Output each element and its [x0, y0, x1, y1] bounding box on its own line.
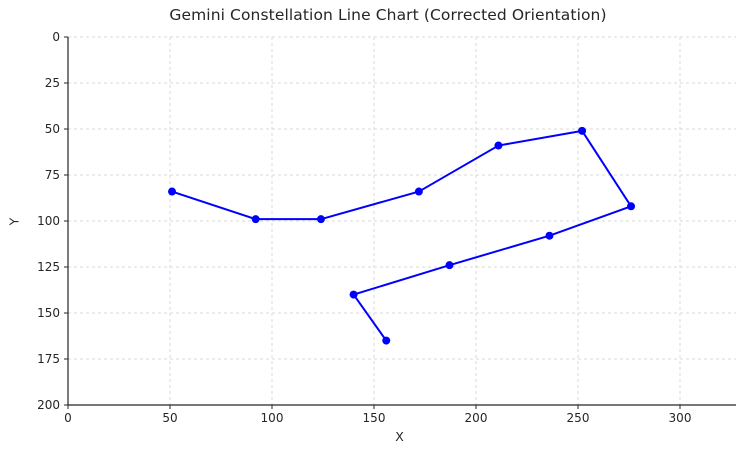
y-tick-label: 150 [37, 306, 60, 320]
y-tick-label: 125 [37, 260, 60, 274]
data-point-marker [627, 202, 636, 211]
y-tick-label: 25 [45, 76, 60, 90]
x-tick-label: 300 [669, 411, 692, 425]
x-tick-label: 0 [64, 411, 72, 425]
chart-title: Gemini Constellation Line Chart (Correct… [169, 6, 607, 24]
x-tick-label: 100 [261, 411, 284, 425]
y-tick-label: 100 [37, 214, 60, 228]
data-point-marker [349, 290, 358, 299]
data-point-marker [168, 187, 177, 196]
data-point-marker [494, 141, 503, 150]
data-point-marker [445, 261, 454, 270]
y-tick-label: 175 [37, 352, 60, 366]
data-point-marker [316, 215, 325, 224]
data-point-marker [251, 215, 260, 224]
x-tick-label: 200 [465, 411, 488, 425]
x-tick-label: 150 [363, 411, 386, 425]
x-tick-label: 250 [567, 411, 590, 425]
x-tick-label: 50 [162, 411, 177, 425]
data-point-marker [382, 336, 391, 345]
y-tick-label: 75 [45, 168, 60, 182]
x-axis-label: X [395, 429, 404, 444]
data-point-marker [578, 126, 587, 135]
constellation-path [171, 129, 633, 342]
y-tick-label: 0 [52, 30, 60, 44]
y-tick-label: 200 [37, 398, 60, 412]
y-axis-label: Y [6, 217, 22, 226]
data-point-marker [545, 231, 554, 240]
data-point-marker [414, 187, 423, 196]
y-tick-label: 50 [45, 122, 60, 136]
